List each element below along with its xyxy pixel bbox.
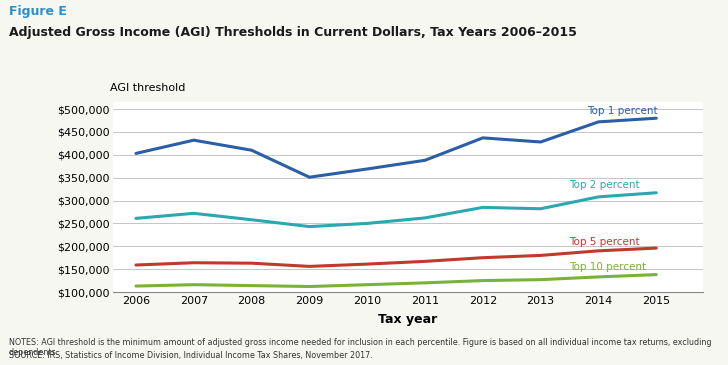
Text: NOTES: AGI threshold is the minimum amount of adjusted gross income needed for i: NOTES: AGI threshold is the minimum amou… [9, 338, 711, 357]
Text: Figure E: Figure E [9, 5, 66, 19]
Text: Top 5 percent: Top 5 percent [569, 237, 640, 247]
Text: Top 10 percent: Top 10 percent [569, 262, 646, 272]
Text: Adjusted Gross Income (AGI) Thresholds in Current Dollars, Tax Years 2006–2015: Adjusted Gross Income (AGI) Thresholds i… [9, 26, 577, 39]
Text: Top 1 percent: Top 1 percent [587, 106, 657, 116]
X-axis label: Tax year: Tax year [378, 313, 438, 326]
Text: AGI threshold: AGI threshold [110, 83, 185, 93]
Text: SOURCE: IRS, Statistics of Income Division, Individual Income Tax Shares, Novemb: SOURCE: IRS, Statistics of Income Divisi… [9, 351, 373, 360]
Text: Top 2 percent: Top 2 percent [569, 180, 640, 189]
